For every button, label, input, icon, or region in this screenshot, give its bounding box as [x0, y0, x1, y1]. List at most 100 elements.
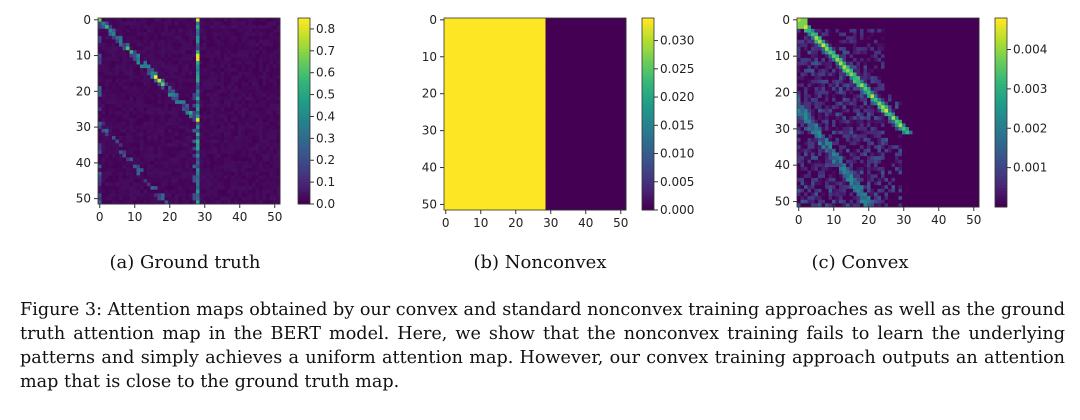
heatmap-cell	[447, 18, 452, 23]
heatmap-cell	[206, 35, 211, 40]
heatmap-cell	[129, 60, 134, 65]
heatmap-cell	[238, 200, 242, 205]
heatmap-cell	[587, 25, 592, 30]
heatmap-cell	[213, 78, 218, 83]
heatmap-cell	[444, 162, 448, 167]
heatmap-cell	[224, 89, 228, 94]
heatmap-cell	[570, 158, 574, 163]
heatmap-cell	[199, 53, 204, 58]
heatmap-cell	[524, 58, 529, 63]
heatmap-cell	[503, 114, 508, 119]
heatmap-cell	[580, 58, 585, 63]
heatmap-cell	[140, 89, 144, 94]
heatmap-cell	[601, 125, 606, 130]
heatmap-cell	[140, 171, 144, 176]
heatmap-cell	[535, 154, 539, 159]
heatmap-cell	[185, 93, 190, 98]
heatmap-cell	[486, 110, 490, 115]
heatmap-cell	[224, 53, 228, 58]
heatmap-cell	[136, 28, 141, 33]
heatmap-cell	[133, 139, 137, 144]
heatmap-cell	[143, 136, 148, 141]
heatmap-cell	[133, 96, 137, 101]
heatmap-cell	[542, 110, 546, 115]
heatmap-cell	[248, 168, 253, 173]
heatmap-cell	[217, 186, 221, 191]
heatmap-cell	[584, 136, 588, 141]
heatmap-cell	[273, 64, 277, 69]
heatmap-cell	[112, 171, 116, 176]
heatmap-cell	[587, 150, 592, 156]
heatmap-cell	[122, 153, 127, 158]
heatmap-cell	[217, 78, 221, 83]
heatmap-cell	[591, 32, 595, 37]
heatmap-cell	[447, 95, 452, 100]
heatmap-cell	[517, 99, 522, 104]
heatmap-cell	[185, 136, 190, 141]
heatmap-cell	[514, 25, 518, 30]
heatmap-cell	[472, 99, 476, 104]
heatmap-cell	[489, 69, 494, 74]
heatmap-cell	[273, 111, 277, 115]
heatmap-cell	[496, 114, 501, 119]
heatmap-cell	[276, 146, 281, 151]
heatmap-cell	[245, 57, 249, 62]
heatmap-cell	[612, 99, 616, 104]
heatmap-cell	[517, 143, 522, 148]
heatmap-cell	[245, 103, 249, 108]
heatmap-cell	[269, 68, 274, 73]
heatmap-cell	[584, 158, 588, 163]
heatmap-cell	[622, 114, 627, 119]
heatmap-cell	[185, 107, 190, 112]
heatmap-cell	[136, 128, 141, 133]
heatmap-cell	[451, 95, 455, 100]
heatmap-cell	[147, 82, 151, 87]
heatmap-cell	[206, 175, 211, 180]
heatmap-cell	[196, 28, 200, 33]
heatmap-cell	[210, 150, 214, 155]
heatmap-cell	[517, 66, 522, 71]
heatmap-cell	[605, 91, 609, 96]
heatmap-cell	[454, 136, 459, 141]
heatmap-cell	[605, 143, 609, 148]
heatmap-cell	[112, 50, 116, 55]
heatmap-cell	[238, 157, 242, 162]
heatmap-cell	[140, 78, 144, 83]
heatmap-cell	[210, 171, 214, 176]
heatmap-cell	[210, 153, 214, 158]
heatmap-cell	[234, 43, 239, 48]
heatmap-cell	[98, 125, 102, 130]
heatmap-cell	[468, 25, 473, 30]
heatmap-cell	[213, 53, 218, 58]
heatmap-cell	[591, 125, 595, 130]
heatmap-cell	[475, 136, 480, 141]
heatmap-cell	[122, 150, 127, 155]
heatmap-cell	[458, 132, 462, 137]
heatmap-cell	[444, 147, 448, 152]
heatmap-cell	[559, 106, 564, 111]
heatmap-cell	[273, 178, 277, 183]
heatmap-cell	[119, 71, 123, 76]
heatmap-cell	[500, 91, 504, 96]
heatmap-cell	[594, 128, 599, 133]
heatmap-cell	[259, 100, 263, 105]
heatmap-cell	[563, 32, 567, 37]
heatmap-cell	[133, 32, 137, 37]
heatmap-cell	[217, 114, 221, 119]
heatmap-cell	[248, 157, 253, 162]
heatmap-cell	[451, 158, 455, 163]
heatmap-cell	[521, 84, 525, 89]
heatmap-cell	[136, 178, 141, 183]
heatmap-cell	[115, 200, 120, 205]
heatmap-cell	[175, 186, 179, 191]
heatmap-cell	[126, 53, 130, 58]
heatmap-cell	[451, 54, 455, 60]
heatmap-cell	[461, 154, 466, 159]
heatmap-cell	[196, 100, 200, 105]
heatmap-cell	[150, 35, 155, 40]
heatmap-cell	[192, 43, 197, 48]
heatmap-cell	[552, 147, 557, 152]
heatmap-cell	[570, 88, 574, 93]
heatmap-cell	[161, 64, 165, 69]
heatmap-cell	[255, 35, 260, 40]
